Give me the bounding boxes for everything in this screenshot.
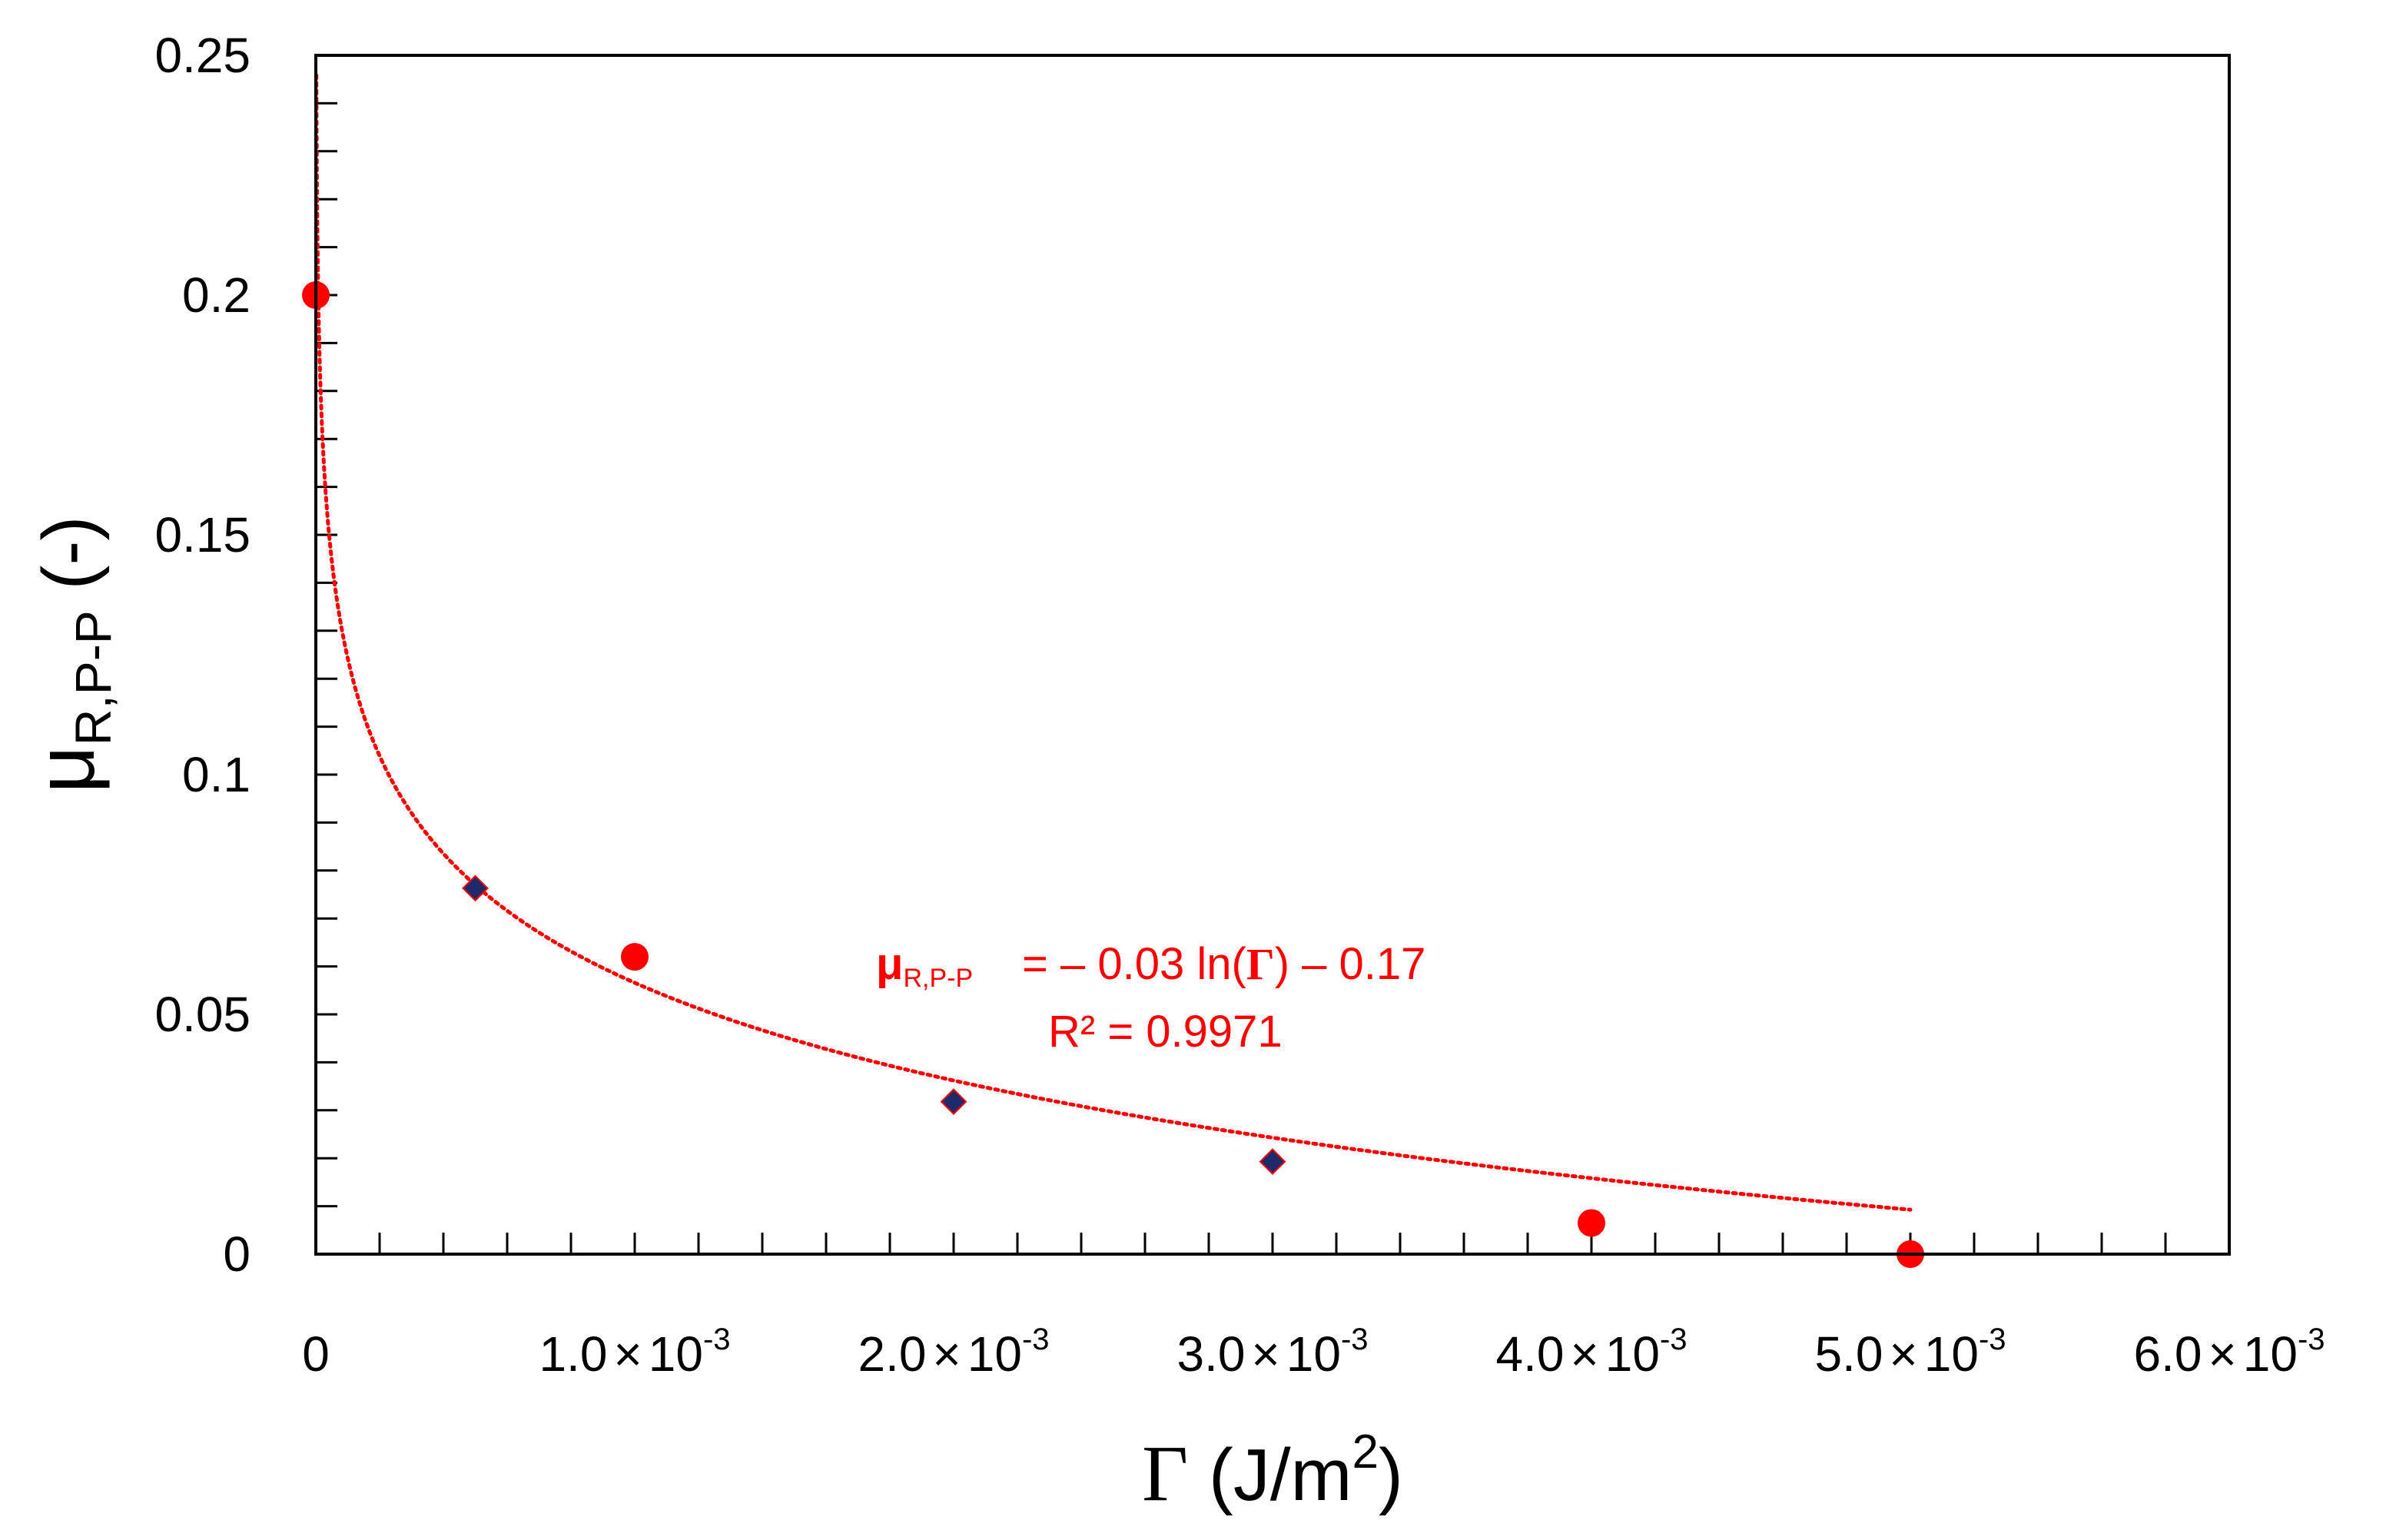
fit-equation-rhs-end: ) – 0.17	[1275, 939, 1426, 989]
y-tick-label: 0.25	[154, 28, 251, 83]
fit-equation-lhs-sub: R,P-P	[904, 964, 974, 993]
fit-equation-lhs: μ	[876, 939, 904, 989]
data-point-diamond	[462, 875, 489, 902]
x-axis-title-symbol: Γ	[1142, 1429, 1188, 1518]
labels-layer: 0 1.0 × 10-3 2.0 × 10-3 3.0 × 10-3 4.0 × 10-3 5.0 × 10-…	[154, 28, 2325, 1382]
y-axis-title-symbol: μ	[18, 745, 111, 793]
trendline	[314, 73, 1913, 1212]
points-layer	[302, 281, 1924, 1268]
x-tick-label: 1.0 × 10-3	[539, 1323, 730, 1382]
y-axis-title: μR,P-P (-)	[18, 516, 121, 794]
y-tick-label: 0	[223, 1226, 251, 1282]
x-axis-title-close: )	[1379, 1434, 1403, 1516]
x-axis-title-text: (J/m	[1188, 1434, 1352, 1516]
fit-equation-gamma: Γ	[1246, 939, 1275, 989]
data-point-diamond	[1259, 1148, 1286, 1175]
x-axis-title-sup: 2	[1352, 1425, 1378, 1479]
trendline-layer	[314, 73, 1913, 1212]
data-point-circle	[1578, 1209, 1605, 1237]
fit-equation: μR,P-P = – 0.03 ln(Γ) – 0.17	[876, 939, 1425, 993]
x-tick-label: 5.0 × 10-3	[1814, 1323, 2006, 1382]
data-point-diamond	[940, 1088, 967, 1115]
y-axis-title-sub: R,P-P	[65, 610, 121, 745]
y-tick-label: 0.05	[154, 987, 251, 1042]
x-tick-label: 4.0 × 10-3	[1495, 1323, 1687, 1382]
plot-frame	[314, 54, 2231, 1256]
x-tick-label: 6.0 × 10-3	[2133, 1323, 2325, 1382]
x-tick-label: 3.0 × 10-3	[1176, 1323, 1368, 1382]
y-tick-label: 0.2	[182, 267, 251, 323]
r-squared: R² = 0.9971	[1048, 1007, 1283, 1057]
x-tick-label: 2.0 × 10-3	[858, 1323, 1049, 1382]
x-axis-title: Γ (J/m2)	[1142, 1425, 1403, 1518]
data-point-circle	[621, 943, 649, 971]
y-tick-label: 0.1	[182, 747, 251, 802]
y-tick-label: 0.15	[154, 507, 251, 563]
y-axis-title-suffix: (-)	[28, 516, 110, 611]
x-tick-label: 0	[302, 1326, 330, 1382]
fit-equation-rhs: = – 0.03 ln(	[1022, 939, 1246, 989]
